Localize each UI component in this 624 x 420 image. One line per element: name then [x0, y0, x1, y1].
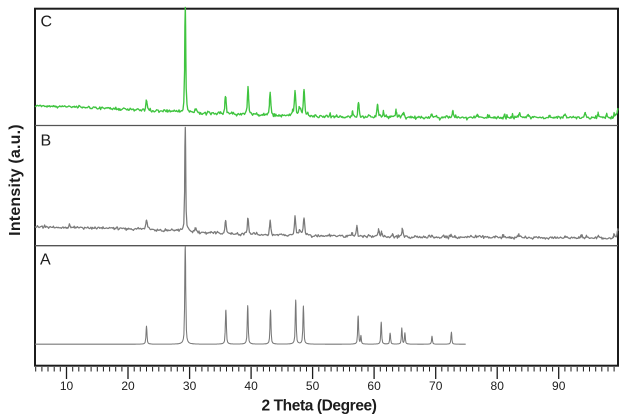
svg-text:A: A [40, 252, 51, 269]
svg-text:20: 20 [121, 379, 135, 393]
svg-text:80: 80 [491, 379, 505, 393]
svg-text:40: 40 [244, 379, 258, 393]
svg-text:Intensity (a.u.): Intensity (a.u.) [7, 124, 24, 236]
svg-text:60: 60 [367, 379, 381, 393]
svg-text:70: 70 [429, 379, 443, 393]
svg-text:90: 90 [552, 379, 566, 393]
svg-text:C: C [41, 14, 53, 31]
svg-text:30: 30 [183, 379, 197, 393]
svg-text:50: 50 [306, 379, 320, 393]
svg-text:2 Theta (Degree): 2 Theta (Degree) [261, 398, 376, 415]
svg-text:B: B [41, 133, 52, 150]
svg-text:10: 10 [60, 379, 74, 393]
